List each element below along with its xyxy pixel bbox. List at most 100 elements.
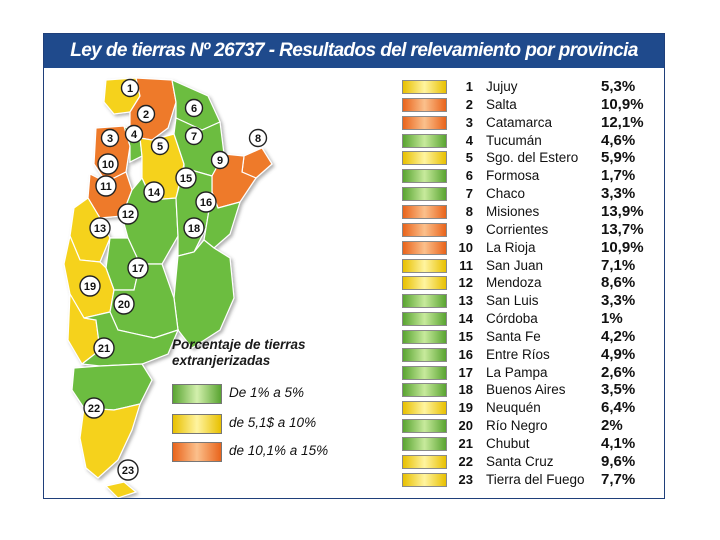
- marker-circle: [79, 275, 101, 297]
- row-percentage: 3,5%: [601, 381, 636, 399]
- province-marker: 22: [83, 397, 105, 419]
- table-row: 22 Santa Cruz 9,6%: [402, 452, 664, 472]
- province-marker: 7: [184, 126, 204, 146]
- legend-title-line2: extranjerizadas: [172, 353, 271, 368]
- row-province-name: Chubut: [486, 436, 530, 451]
- legend-item-yellow: de 5,1$ a 10%: [172, 414, 432, 434]
- row-percentage: 7,7%: [601, 470, 636, 488]
- row-number: 18: [458, 382, 473, 398]
- row-color-swatch: [402, 204, 447, 219]
- row-percentage: 6,4%: [601, 399, 636, 417]
- row-number: 11: [459, 257, 473, 273]
- row-number: 17: [458, 364, 473, 380]
- row-number: 12: [458, 275, 473, 291]
- row-color-swatch: [402, 97, 447, 112]
- table-row: 23 Tierra del Fuego 7,7%: [402, 470, 664, 490]
- row-percentage: 4,1%: [601, 435, 636, 452]
- marker-circle: [117, 459, 139, 481]
- marker-circle: [248, 128, 268, 148]
- marker-circle: [113, 293, 135, 315]
- province-marker: 6: [184, 98, 204, 118]
- row-color-swatch: [402, 258, 447, 273]
- row-percentage: 10,9%: [601, 238, 644, 256]
- province-marker: 2: [136, 104, 156, 124]
- row-number: 15: [458, 328, 473, 344]
- row-percentage: 2,6%: [601, 363, 636, 381]
- table-row: 11 San Juan 7,1%: [402, 256, 664, 276]
- row-province-name: Tierra del Fuego: [486, 471, 585, 487]
- table-row: 3 Catamarca 12,1%: [402, 114, 664, 133]
- row-number: 6: [465, 168, 473, 184]
- marker-number: 8: [255, 133, 261, 145]
- province-buenos-aires: [173, 239, 235, 349]
- row-province-name: Corrientes: [486, 221, 549, 237]
- marker-circle: [143, 181, 165, 203]
- row-province-name: Misiones: [486, 203, 540, 219]
- row-number: 1: [465, 79, 473, 94]
- table-row: 9 Corrientes 13,7%: [402, 221, 664, 240]
- row-province-name: Catamarca: [486, 114, 553, 130]
- row-number: 10: [458, 239, 473, 255]
- row-color-swatch: [402, 472, 447, 487]
- marker-circle: [136, 104, 156, 124]
- row-color-swatch: [402, 151, 447, 166]
- legend-label: De 1% a 5%: [229, 385, 305, 400]
- province-marker: 21: [93, 337, 115, 359]
- row-percentage: 4,6%: [601, 131, 636, 149]
- row-province-name: Entre Ríos: [486, 346, 550, 362]
- marker-circle: [175, 167, 197, 189]
- marker-number: 1: [127, 83, 133, 95]
- row-number: 5: [465, 150, 473, 166]
- marker-number: 2: [143, 109, 149, 121]
- marker-number: 10: [102, 159, 114, 171]
- marker-number: 14: [148, 187, 161, 199]
- row-percentage: 1%: [601, 310, 623, 328]
- row-color-swatch: [402, 419, 447, 434]
- row-number: 2: [465, 96, 473, 112]
- row-percentage: 9,6%: [601, 452, 636, 470]
- province-marker: 11: [95, 175, 117, 197]
- table-row: 16 Entre Ríos 4,9%: [402, 345, 664, 365]
- province-marker: 14: [143, 181, 165, 203]
- marker-number: 21: [98, 343, 110, 355]
- marker-number: 4: [131, 129, 138, 141]
- province-marker: 20: [113, 293, 135, 315]
- marker-circle: [183, 217, 205, 239]
- row-percentage: 4,9%: [601, 345, 636, 363]
- table-row: 19 Neuquén 6,4%: [402, 399, 664, 418]
- row-color-swatch: [402, 312, 447, 327]
- province-marker: 3: [100, 128, 120, 148]
- row-number: 9: [465, 221, 473, 237]
- row-province-name: Jujuy: [486, 79, 518, 94]
- row-percentage: 8,6%: [601, 274, 636, 292]
- row-color-swatch: [402, 115, 447, 130]
- marker-circle: [117, 203, 139, 225]
- row-province-name: Santa Cruz: [486, 453, 554, 469]
- province-marker: 10: [97, 153, 119, 175]
- legend-item-green: De 1% a 5%: [172, 384, 432, 404]
- province-marker: 23: [117, 459, 139, 481]
- row-percentage: 3,3%: [601, 185, 636, 203]
- row-percentage: 5,9%: [601, 149, 636, 167]
- marker-circle: [89, 217, 111, 239]
- row-province-name: Río Negro: [486, 418, 548, 434]
- row-province-name: Salta: [486, 96, 517, 112]
- row-percentage: 7,1%: [601, 256, 636, 274]
- row-province-name: Sgo. del Estero: [486, 150, 579, 166]
- row-province-name: Neuquén: [486, 400, 541, 416]
- row-percentage: 2%: [601, 417, 623, 435]
- province-marker: 13: [89, 217, 111, 239]
- legend-title: Porcentaje de tierras extranjerizadas: [172, 337, 372, 369]
- province-marker: 17: [127, 257, 149, 279]
- marker-number: 19: [84, 281, 96, 293]
- row-color-swatch: [402, 276, 447, 291]
- marker-number: 18: [188, 223, 200, 235]
- row-percentage: 10,9%: [601, 95, 644, 113]
- row-color-swatch: [402, 187, 447, 202]
- row-province-name: Córdoba: [486, 311, 538, 327]
- province-marker: 9: [210, 150, 230, 170]
- marker-number: 16: [200, 197, 212, 209]
- row-number: 23: [458, 471, 473, 487]
- row-color-swatch: [402, 294, 447, 309]
- row-percentage: 4,2%: [601, 327, 636, 345]
